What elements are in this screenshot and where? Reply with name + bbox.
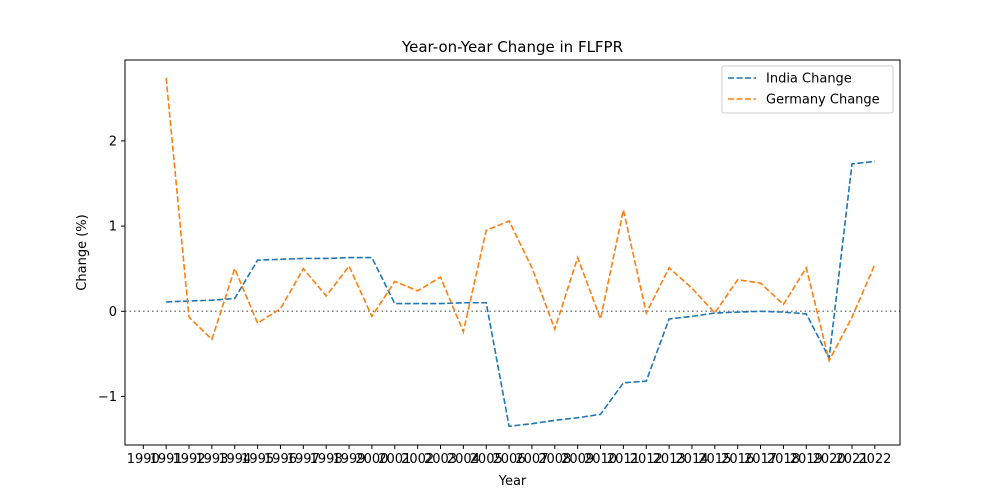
x-tick-label: 1990 [127,452,160,467]
x-tick-label: 2008 [538,452,571,467]
x-tick-label: 1997 [287,452,320,467]
x-tick-label: 2004 [447,452,480,467]
x-tick-label: 2005 [470,452,503,467]
x-tick-label: 2014 [675,452,708,467]
x-tick-label: 2017 [744,452,777,467]
x-tick-label: 2001 [378,452,411,467]
x-tick-label: 2016 [721,452,754,467]
y-tick-label: 2 [109,134,117,149]
legend-frame [721,65,894,114]
x-tick-label: 2000 [355,452,388,467]
x-tick-label: 2002 [401,452,434,467]
x-tick-label: 2019 [790,452,823,467]
x-tick-label: 1992 [172,452,205,467]
x-tick-label: 2010 [584,452,617,467]
y-axis-label: Change (%) [75,214,90,290]
x-tick-label: 2011 [607,452,640,467]
y-tick-label: −1 [98,390,117,405]
plot-frame [124,59,901,446]
legend: India Change Germany Change [721,65,894,114]
x-tick-label: 1994 [218,452,251,467]
x-tick-label: 2022 [858,452,891,467]
x-tick-label: 2013 [653,452,686,467]
x-tick-label: 2021 [835,452,868,467]
legend-label: India Change [766,72,852,87]
x-tick-label: 2018 [767,452,800,467]
series-line-india [166,160,875,428]
x-tick-label: 2015 [698,452,731,467]
y-tick-label: 1 [109,220,117,235]
chart-title: Year-on-Year Change in FLFPR [401,38,623,56]
x-axis: 1990199119921993199419951996199719981999… [127,445,891,467]
x-tick-label: 2009 [561,452,594,467]
x-tick-label: 1996 [264,452,297,467]
x-tick-label: 1995 [241,452,274,467]
x-axis-label: Year [498,474,527,489]
x-tick-label: 2007 [515,452,548,467]
y-tick-label: 0 [109,305,117,320]
y-axis: −1 0 1 2 [98,134,125,405]
x-tick-label: 2012 [630,452,663,467]
x-tick-label: 1993 [195,452,228,467]
series-line-germany [165,77,876,363]
x-tick-label: 2020 [813,452,846,467]
x-tick-label: 2006 [493,452,526,467]
x-tick-label: 1999 [332,452,365,467]
x-tick-label: 1991 [150,452,183,467]
x-tick-label: 1998 [310,452,343,467]
x-tick-label: 2003 [424,452,457,467]
legend-label: Germany Change [766,93,880,108]
plot-area [125,77,900,428]
